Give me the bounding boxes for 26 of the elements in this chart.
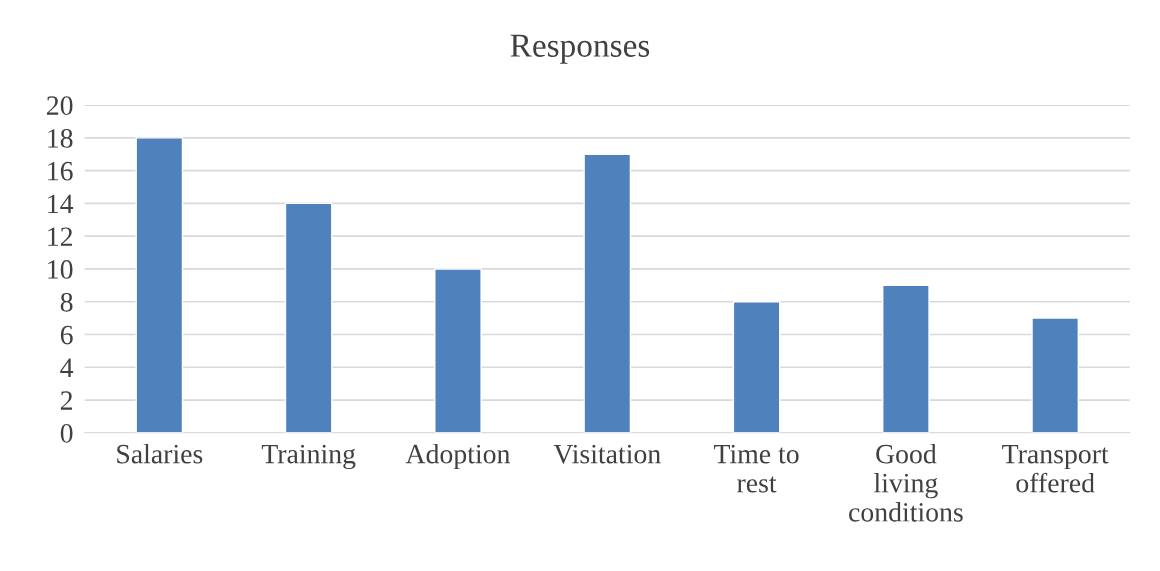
- chart-title: Responses: [510, 34, 650, 64]
- y-tick-label: 14: [48, 194, 74, 214]
- bar: [434, 268, 482, 433]
- y-tick-label: 2: [60, 391, 73, 410]
- x-tick-label: Salaries: [117, 443, 203, 464]
- y-tick-label: 20: [47, 96, 73, 115]
- bar: [583, 153, 632, 433]
- y-tick-label: 10: [48, 260, 73, 279]
- bar: [135, 137, 184, 433]
- x-tick-label: Adoption: [405, 443, 510, 470]
- x-tick-label: Training: [261, 444, 356, 470]
- y-tick-label: 4: [60, 358, 74, 377]
- bar: [1031, 317, 1080, 433]
- x-tick-label: Visitation: [553, 444, 661, 464]
- x-tick-label: Good living conditions: [849, 443, 963, 522]
- bar: [882, 284, 930, 433]
- bar: [732, 301, 781, 433]
- y-tick-label: 8: [60, 292, 73, 312]
- x-tick-label: Transport offered: [1002, 445, 1109, 493]
- x-tick-label: Time to rest: [713, 444, 799, 493]
- y-tick-label: 0: [60, 423, 73, 443]
- y-tick-label: 6: [60, 325, 73, 345]
- y-tick-label: 12: [48, 227, 73, 246]
- y-tick-label: 16: [48, 161, 73, 181]
- bar: [284, 202, 333, 433]
- y-tick-label: 18: [48, 129, 73, 148]
